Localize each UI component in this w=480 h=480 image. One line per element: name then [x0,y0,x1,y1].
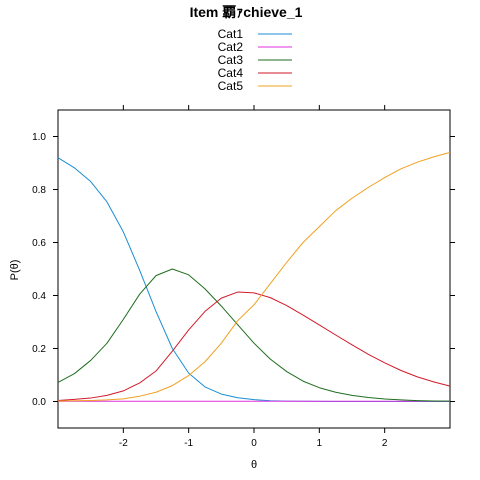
series-line-cat1 [57,157,450,402]
x-tick-label: 0 [251,438,257,449]
y-tick-label: 1.0 [32,132,46,143]
series-lines [57,151,451,402]
x-axis-label: θ [251,459,257,471]
y-tick-label: 0.4 [32,291,46,302]
axis-ticks: -2 -1 0 1 2 0.0 0.2 0.4 0.6 0.8 1.0 [32,105,455,449]
legend-label-cat1: Cat1 [218,27,244,41]
chart-title: Item 覇ｧchieve_1 [190,4,303,20]
y-tick-label: 0.8 [32,185,46,196]
legend-label-cat2: Cat2 [218,40,244,54]
legend-label-cat4: Cat4 [218,66,244,80]
y-tick-label: 0.0 [32,397,46,408]
x-tick-label: 2 [382,438,388,449]
y-tick-label: 0.2 [32,344,46,355]
plot-frame [57,109,451,429]
series-line-cat3 [57,268,451,402]
series-line-cat4 [57,291,451,401]
x-tick-label: -2 [119,438,128,449]
legend-label-cat5: Cat5 [218,79,244,93]
y-axis-label: P(θ) [9,260,21,281]
legend-label-cat3: Cat3 [218,53,244,67]
x-tick-label: 1 [317,438,323,449]
series-line-cat5 [57,151,451,402]
x-tick-label: -1 [184,438,193,449]
y-tick-label: 0.6 [32,238,46,249]
